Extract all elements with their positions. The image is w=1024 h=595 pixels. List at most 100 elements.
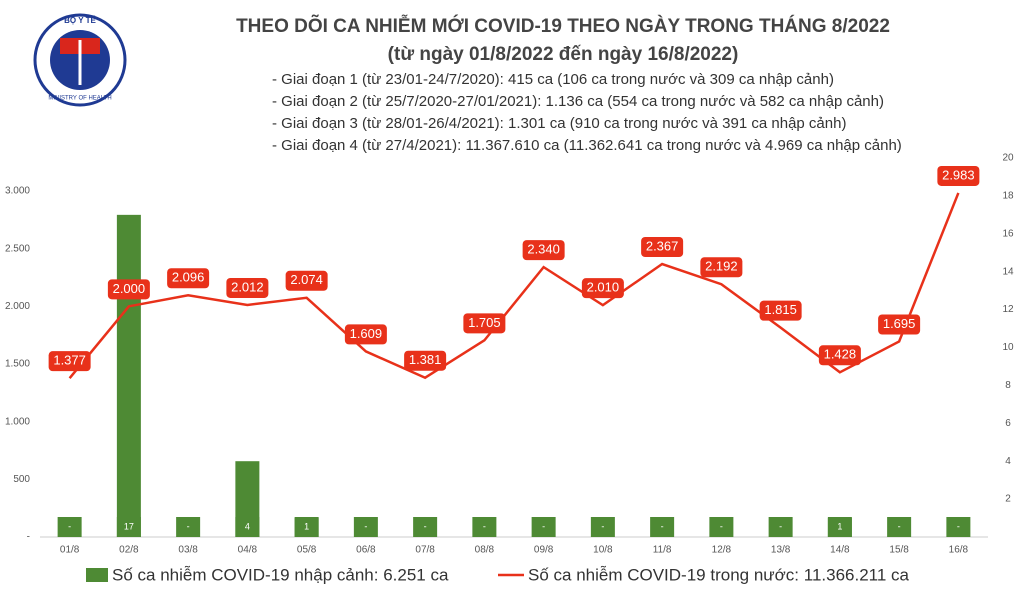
data-label: - [542,521,545,531]
legend-label: Số ca nhiễm COVID-19 trong nước: 11.366.… [528,565,910,584]
y-tick-label: 3.000 [5,186,30,197]
data-label-box [522,240,565,261]
data-label-box [700,257,743,278]
data-label: - [424,521,427,531]
data-label-box [235,517,260,537]
data-label-box [294,517,319,537]
data-label: - [661,521,664,531]
data-label: 2.096 [172,270,205,285]
data-label: 1 [837,521,842,531]
data-label-box [827,517,852,537]
y-tick-label: 1.500 [5,359,30,370]
y2-tick-label: 12 [1002,304,1014,315]
data-label-box [472,517,497,537]
y2-tick-label: 14 [1002,266,1014,277]
data-label-box [404,350,447,371]
data-label-box [463,313,506,334]
x-tick-label: 05/8 [297,545,317,556]
data-label-box [709,517,734,537]
data-label: - [957,521,960,531]
y2-tick-label: 10 [1002,342,1014,353]
data-label-box [285,270,328,291]
data-label-box [818,345,861,366]
data-label-box [887,517,912,537]
x-tick-label: 01/8 [60,545,80,556]
data-label: 2.340 [527,242,560,257]
y-tick-label: 500 [13,474,30,485]
chart-subtitle: (từ ngày 01/8/2022 đến ngày 16/8/2022) [388,44,739,65]
y-tick-label: 2.000 [5,301,30,312]
x-tick-label: 16/8 [949,545,969,556]
y-tick-label: 2.500 [5,243,30,254]
x-tick-label: 14/8 [830,545,850,556]
x-tick-label: 15/8 [889,545,909,556]
data-label-box [48,351,91,372]
data-label: 1.695 [883,316,916,331]
note: - Giai đoạn 2 (từ 25/7/2020-27/01/2021):… [272,93,884,110]
note: - Giai đoạn 3 (từ 28/01-26/4/2021): 1.30… [272,115,846,132]
data-label: 1.428 [824,347,857,362]
y-tick-label: - [27,532,30,543]
data-label-box [768,517,793,537]
data-label-box [650,517,675,537]
data-label: 2.000 [113,281,146,296]
data-label: - [720,521,723,531]
line [68,192,960,380]
data-label: 4 [245,521,250,531]
data-label: 17 [124,521,134,531]
data-label-box [344,324,387,345]
data-label-box [531,517,556,537]
y2-tick-label: 8 [1005,380,1011,391]
data-label: 1.815 [764,302,797,317]
data-label: 2.074 [290,272,323,287]
y2-tick-label: 20 [1002,153,1014,164]
data-label: 1 [304,521,309,531]
legend-label: Số ca nhiễm COVID-19 nhập cảnh: 6.251 ca [112,565,449,584]
data-label: 2.192 [705,259,738,274]
x-tick-label: 09/8 [534,545,554,556]
data-label: - [483,521,486,531]
y2-tick-label: 4 [1005,456,1011,467]
logo: BỘ Y TẾ MINISTRY OF HEALTH [33,13,127,107]
x-tick-label: 02/8 [119,545,139,556]
data-label: - [364,521,367,531]
x-tick-label: 12/8 [712,545,732,556]
data-label-box [57,517,82,537]
data-label: 2.010 [587,280,620,295]
data-label: 1.609 [350,326,383,341]
y2-tick-label: 18 [1002,191,1014,202]
data-label: 1.377 [53,353,86,368]
y2-tick-label: 6 [1005,418,1011,429]
x-tick-label: 07/8 [415,545,435,556]
bar [116,214,141,537]
data-label-box [413,517,438,537]
data-label-box [353,517,378,537]
data-label-box [590,517,615,537]
data-label-box [759,300,802,321]
x-tick-label: 06/8 [356,545,376,556]
data-label-box [176,517,201,537]
data-label-box [581,278,624,299]
data-label: - [898,521,901,531]
legend-swatch [86,568,108,582]
data-label-box [167,268,210,289]
x-tick-label: 04/8 [238,545,258,556]
y2-tick-label: 16 [1002,228,1014,239]
data-label: - [601,521,604,531]
data-label: 2.012 [231,279,264,294]
data-label-box [641,237,684,258]
chart-title: THEO DÕI CA NHIỄM MỚI COVID-19 THEO NGÀY… [236,15,890,37]
x-tick-label: 13/8 [771,545,791,556]
x-tick-label: 03/8 [178,545,198,556]
y2-tick-label: 2 [1005,494,1011,505]
data-label: - [68,521,71,531]
data-label: - [779,521,782,531]
data-label: - [187,521,190,531]
data-label-box [946,517,971,537]
data-label-box [116,517,141,537]
y-tick-label: 1.000 [5,416,30,427]
data-label-box [107,279,150,300]
note: - Giai đoạn 4 (từ 27/4/2021): 11.367.610… [272,137,902,154]
data-label: 2.983 [942,167,975,182]
